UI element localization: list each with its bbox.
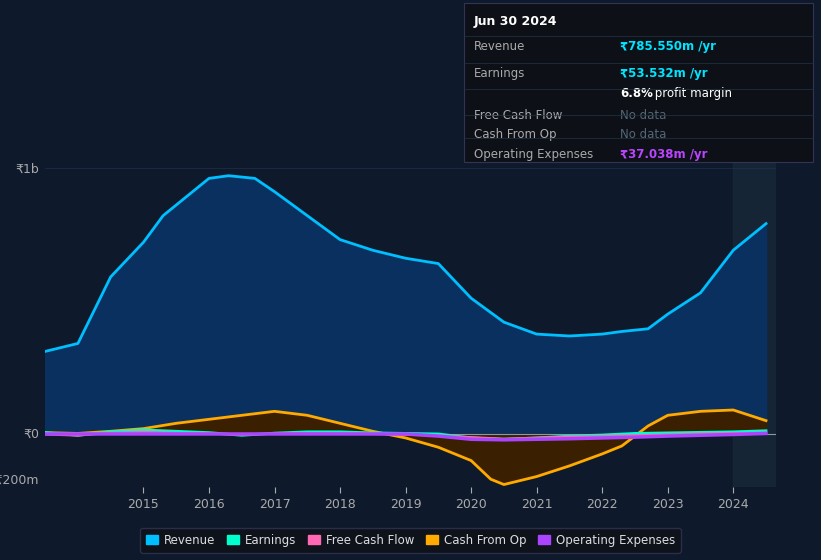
Legend: Revenue, Earnings, Free Cash Flow, Cash From Op, Operating Expenses: Revenue, Earnings, Free Cash Flow, Cash … — [140, 528, 681, 553]
Text: Free Cash Flow: Free Cash Flow — [474, 109, 562, 122]
Text: 6.8%: 6.8% — [620, 87, 653, 100]
Text: Revenue: Revenue — [474, 40, 525, 53]
Text: ₹37.038m /yr: ₹37.038m /yr — [620, 148, 708, 161]
Text: ₹785.550m /yr: ₹785.550m /yr — [620, 40, 716, 53]
Text: No data: No data — [620, 109, 666, 122]
Text: Cash From Op: Cash From Op — [474, 128, 556, 142]
Text: profit margin: profit margin — [651, 87, 732, 100]
Text: ₹53.532m /yr: ₹53.532m /yr — [620, 67, 708, 80]
Bar — [733, 162, 776, 487]
Text: -₹200m: -₹200m — [0, 474, 39, 487]
Text: Operating Expenses: Operating Expenses — [474, 148, 593, 161]
Text: ₹0: ₹0 — [23, 427, 39, 441]
Text: Earnings: Earnings — [474, 67, 525, 80]
Text: ₹1b: ₹1b — [16, 162, 39, 175]
Text: No data: No data — [620, 128, 666, 142]
Text: Jun 30 2024: Jun 30 2024 — [474, 15, 557, 28]
